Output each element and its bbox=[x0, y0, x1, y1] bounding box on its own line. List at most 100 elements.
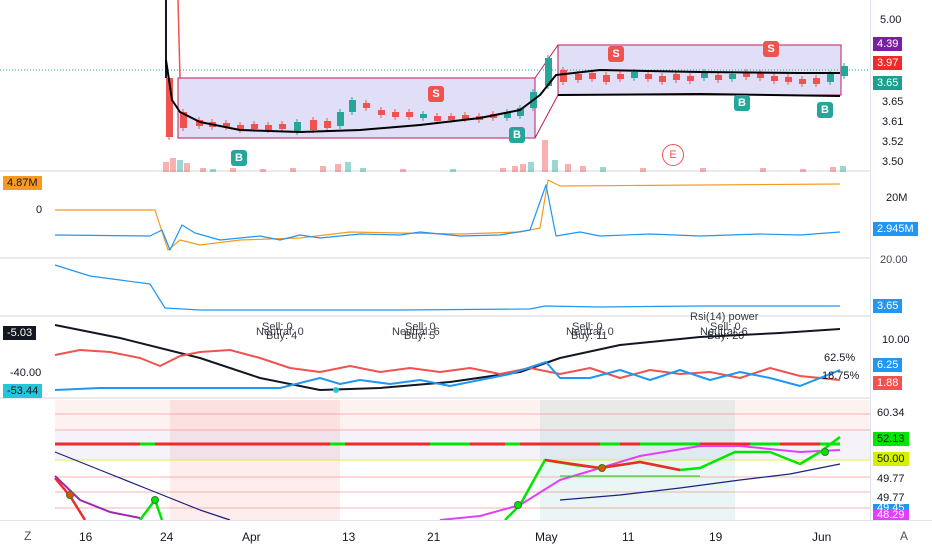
buy-marker[interactable]: B bbox=[734, 95, 750, 111]
candle-body bbox=[237, 125, 244, 130]
signal-sell-text: Sell: 0 bbox=[710, 321, 741, 333]
volume-bar bbox=[200, 168, 206, 172]
price-tick: 3.65 bbox=[882, 96, 904, 108]
candle-body bbox=[589, 73, 596, 79]
timezone-button[interactable]: Z bbox=[24, 529, 32, 543]
candle-body bbox=[448, 116, 455, 120]
signal-buy-text: Buy: 11 bbox=[571, 330, 608, 342]
volume-bar bbox=[552, 160, 558, 172]
pane4-left-badge-black: -5.03 bbox=[3, 326, 37, 340]
pane5-dot bbox=[66, 491, 74, 499]
candle-body bbox=[310, 120, 317, 130]
signal-neutral-text: Neutral: 0 bbox=[566, 326, 614, 338]
candle-body bbox=[406, 112, 413, 117]
volume-bar bbox=[840, 166, 846, 172]
time-axis[interactable]: Z 16 24 Apr 13 21 May 11 19 Jun A bbox=[0, 520, 932, 551]
pane5-purple-line bbox=[54, 475, 141, 519]
candle-body bbox=[841, 66, 848, 76]
sell-marker[interactable]: S bbox=[428, 86, 444, 102]
volume-bar bbox=[360, 168, 366, 172]
candle-body bbox=[617, 74, 624, 79]
candle-body bbox=[517, 108, 524, 116]
volume-bar bbox=[170, 158, 176, 172]
range-connector bbox=[534, 94, 559, 139]
pane5-dot bbox=[151, 496, 159, 504]
candle-body bbox=[827, 74, 834, 82]
candle-body bbox=[378, 110, 385, 115]
candle-body bbox=[392, 112, 399, 117]
buy-marker[interactable]: B bbox=[817, 102, 833, 118]
volume-bar bbox=[700, 168, 706, 172]
candle-body bbox=[771, 76, 778, 81]
x-tick: 11 bbox=[622, 530, 635, 544]
sell-marker[interactable]: S bbox=[763, 41, 779, 57]
price-badge-last: 3.97 bbox=[873, 56, 903, 70]
volume-bar bbox=[640, 168, 646, 172]
pane4-left-badge-cyan: -53.44 bbox=[3, 384, 43, 398]
pane5-dot bbox=[598, 464, 606, 472]
buy-marker[interactable]: B bbox=[231, 150, 247, 166]
candle-body bbox=[659, 76, 666, 82]
pane4-left-level: -40.00 bbox=[10, 367, 42, 379]
signal-neutral-text: Neutral: 6 bbox=[700, 326, 748, 338]
signal-neutral-text: Neutral: 6 bbox=[392, 326, 440, 338]
candle-body bbox=[799, 79, 806, 84]
buy-marker[interactable]: B bbox=[509, 127, 525, 143]
support-line bbox=[557, 93, 841, 97]
volume-bar bbox=[528, 162, 534, 172]
pane4-badge-red: 1.88 bbox=[873, 376, 903, 390]
candle-body bbox=[349, 100, 356, 112]
candle-body bbox=[743, 72, 750, 77]
pane3-tick: 20.00 bbox=[880, 254, 908, 266]
sell-marker[interactable]: S bbox=[608, 46, 624, 62]
volume-bar bbox=[542, 140, 548, 172]
pane5-axis-label: 49.77 bbox=[873, 491, 909, 505]
indicator-title: Rsi(14) power bbox=[690, 311, 759, 323]
pane5-magenta-line bbox=[439, 445, 841, 521]
pane5-axis-label: 60.34 bbox=[873, 406, 909, 420]
signal-buy-text: Buy: 5 bbox=[404, 330, 436, 342]
pane5-axis-label: 50.00 bbox=[873, 452, 909, 466]
auto-scale-button[interactable]: A bbox=[900, 529, 909, 543]
candle-body bbox=[434, 116, 441, 121]
pane4-badge-blue: 6.25 bbox=[873, 358, 903, 372]
pane2-orange-line bbox=[55, 179, 841, 251]
candle-body bbox=[363, 103, 370, 108]
pane2-blue-line bbox=[54, 184, 841, 251]
volume-bar bbox=[600, 167, 606, 172]
candle-body bbox=[324, 121, 331, 128]
candle-body bbox=[265, 125, 272, 130]
x-tick: Jun bbox=[812, 530, 832, 544]
volume-bar bbox=[512, 166, 518, 172]
volume-bar bbox=[830, 167, 836, 172]
pane2-left-badge: 4.87M bbox=[3, 176, 42, 190]
candle-body bbox=[337, 112, 344, 126]
candle-body bbox=[251, 124, 258, 129]
volume-bar bbox=[800, 169, 806, 172]
volume-bar bbox=[230, 168, 236, 172]
volume-bar bbox=[580, 166, 586, 172]
candle-body bbox=[560, 70, 567, 82]
volume-bar bbox=[290, 168, 296, 172]
signal-sell-text: Sell: 0 bbox=[405, 321, 436, 333]
x-tick: Apr bbox=[242, 530, 261, 544]
volume-bar bbox=[184, 163, 190, 172]
volume-bar bbox=[345, 162, 351, 172]
price-tick: 3.50 bbox=[882, 156, 904, 168]
pane4-red-line bbox=[54, 349, 841, 381]
candle-body bbox=[420, 114, 427, 118]
x-tick: 24 bbox=[160, 530, 174, 544]
price-tick: 5.00 bbox=[880, 14, 902, 26]
volume-bar bbox=[400, 169, 406, 172]
candle-body bbox=[645, 74, 652, 79]
volume-bar bbox=[520, 164, 526, 172]
volume-bar bbox=[565, 164, 571, 172]
candle-body bbox=[504, 112, 511, 118]
earnings-marker[interactable]: E bbox=[662, 144, 684, 166]
volume-bar bbox=[335, 164, 341, 172]
pane4-tick: 10.00 bbox=[882, 334, 910, 346]
price-badge-high: 4.39 bbox=[873, 37, 903, 51]
candle-body bbox=[603, 75, 610, 82]
candle-body bbox=[729, 74, 736, 79]
